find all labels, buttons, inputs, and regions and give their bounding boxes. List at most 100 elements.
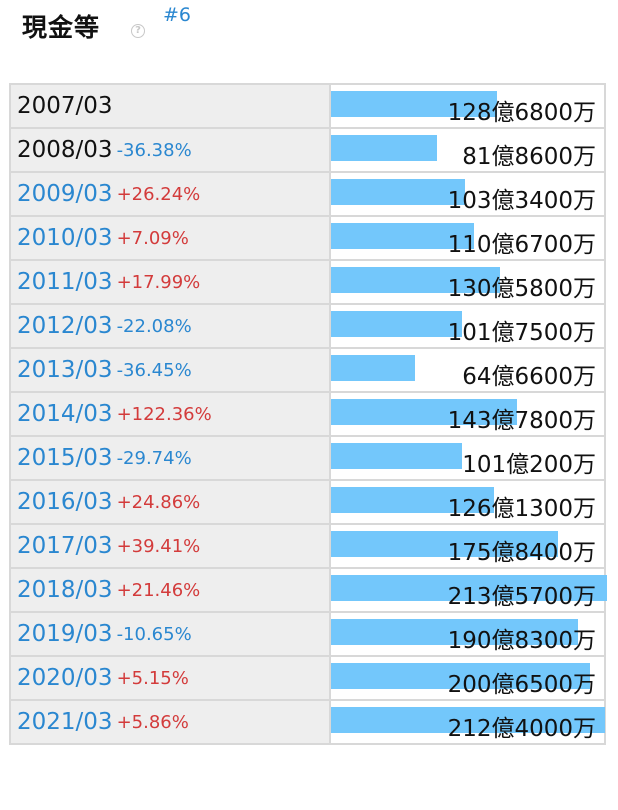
value-bar bbox=[331, 443, 462, 469]
amount-label: 213億5700万 bbox=[447, 584, 596, 610]
year-label: 2008/03 bbox=[17, 137, 113, 163]
change-percent: -36.45% bbox=[116, 359, 192, 381]
year-link[interactable]: 2010/03 bbox=[17, 225, 113, 251]
value-bar bbox=[331, 575, 607, 601]
year-cell: 2010/03 +7.09% bbox=[9, 215, 331, 261]
amount-label: 200億6500万 bbox=[447, 672, 596, 698]
year-cell: 2007/03 bbox=[9, 83, 331, 129]
year-cell: 2013/03 -36.45% bbox=[9, 347, 331, 393]
amount-label: 130億5800万 bbox=[447, 276, 596, 302]
table-row: 2020/03 +5.15% 200億6500万 bbox=[9, 655, 606, 701]
year-link[interactable]: 2019/03 bbox=[17, 621, 113, 647]
table-row: 2009/03 +26.24% 103億3400万 bbox=[9, 171, 606, 217]
year-cell: 2018/03 +21.46% bbox=[9, 567, 331, 613]
value-bar bbox=[331, 179, 465, 205]
table-row: 2007/03 128億6800万 bbox=[9, 83, 606, 129]
year-link[interactable]: 2018/03 bbox=[17, 577, 113, 603]
amount-label: 175億8400万 bbox=[447, 540, 596, 566]
value-cell: 128億6800万 bbox=[329, 83, 606, 129]
value-cell: 101億7500万 bbox=[329, 303, 606, 349]
amount-label: 128億6800万 bbox=[447, 100, 596, 126]
amount-label: 110億6700万 bbox=[447, 232, 596, 258]
rank-link[interactable]: #6 bbox=[163, 4, 192, 26]
table-body: 2007/03 128億6800万 2008/03 -36.38% 81億8600万 20… bbox=[9, 83, 607, 745]
value-cell: 200億6500万 bbox=[329, 655, 606, 701]
year-cell: 2015/03 -29.74% bbox=[9, 435, 331, 481]
change-percent: -22.08% bbox=[116, 315, 192, 337]
year-link[interactable]: 2017/03 bbox=[17, 533, 113, 559]
year-link[interactable]: 2016/03 bbox=[17, 489, 113, 515]
year-link[interactable]: 2021/03 bbox=[17, 709, 113, 735]
table-row: 2008/03 -36.38% 81億8600万 bbox=[9, 127, 606, 173]
table-row: 2014/03 +122.36% 143億7800万 bbox=[9, 391, 606, 437]
year-cell: 2021/03 +5.86% bbox=[9, 699, 331, 745]
year-link[interactable]: 2011/03 bbox=[17, 269, 113, 295]
year-cell: 2011/03 +17.99% bbox=[9, 259, 331, 305]
amount-label: 101億200万 bbox=[462, 452, 596, 478]
value-cell: 190億8300万 bbox=[329, 611, 606, 657]
change-percent: +5.15% bbox=[116, 667, 189, 689]
value-bar bbox=[331, 707, 605, 733]
value-cell: 103億3400万 bbox=[329, 171, 606, 217]
change-percent: +24.86% bbox=[116, 491, 201, 513]
question-circle-icon[interactable]: ? bbox=[131, 24, 145, 38]
change-percent: +122.36% bbox=[116, 403, 212, 425]
amount-label: 212億4000万 bbox=[447, 716, 596, 742]
year-cell: 2019/03 -10.65% bbox=[9, 611, 331, 657]
change-percent: +7.09% bbox=[116, 227, 189, 249]
change-percent: -10.65% bbox=[116, 623, 192, 645]
table-row: 2017/03 +39.41% 175億8400万 bbox=[9, 523, 606, 569]
value-bar bbox=[331, 487, 494, 513]
year-link[interactable]: 2013/03 bbox=[17, 357, 113, 383]
table-row: 2021/03 +5.86% 212億4000万 bbox=[9, 699, 606, 745]
value-cell: 213億5700万 bbox=[329, 567, 607, 613]
value-bar bbox=[331, 311, 462, 337]
amount-label: 143億7800万 bbox=[447, 408, 596, 434]
value-cell: 130億5800万 bbox=[329, 259, 606, 305]
amount-label: 190億8300万 bbox=[447, 628, 596, 654]
value-cell: 101億200万 bbox=[329, 435, 606, 481]
value-bar bbox=[331, 267, 500, 293]
table-row: 2019/03 -10.65% 190億8300万 bbox=[9, 611, 606, 657]
value-cell: 143億7800万 bbox=[329, 391, 606, 437]
change-percent: +17.99% bbox=[116, 271, 201, 293]
value-bar bbox=[331, 355, 415, 381]
value-bar bbox=[331, 135, 437, 161]
amount-label: 101億7500万 bbox=[447, 320, 596, 346]
year-link[interactable]: 2012/03 bbox=[17, 313, 113, 339]
table-row: 2018/03 +21.46% 213億5700万 bbox=[9, 567, 607, 613]
amount-label: 103億3400万 bbox=[447, 188, 596, 214]
year-cell: 2020/03 +5.15% bbox=[9, 655, 331, 701]
amount-label: 81億8600万 bbox=[462, 144, 596, 170]
value-bar bbox=[331, 619, 578, 645]
change-percent: +5.86% bbox=[116, 711, 189, 733]
year-cell: 2014/03 +122.36% bbox=[9, 391, 331, 437]
value-cell: 175億8400万 bbox=[329, 523, 606, 569]
year-link[interactable]: 2015/03 bbox=[17, 445, 113, 471]
table-row: 2016/03 +24.86% 126億1300万 bbox=[9, 479, 606, 525]
year-cell: 2012/03 -22.08% bbox=[9, 303, 331, 349]
year-cell: 2009/03 +26.24% bbox=[9, 171, 331, 217]
value-cell: 64億6600万 bbox=[329, 347, 606, 393]
section-title: 現金等 bbox=[22, 13, 101, 42]
value-bar bbox=[331, 663, 590, 689]
change-percent: +26.24% bbox=[116, 183, 201, 205]
year-cell: 2008/03 -36.38% bbox=[9, 127, 331, 173]
value-cell: 110億6700万 bbox=[329, 215, 606, 261]
table-row: 2011/03 +17.99% 130億5800万 bbox=[9, 259, 606, 305]
change-percent: +21.46% bbox=[116, 579, 201, 601]
table-row: 2015/03 -29.74% 101億200万 bbox=[9, 435, 606, 481]
year-cell: 2017/03 +39.41% bbox=[9, 523, 331, 569]
table-row: 2010/03 +7.09% 110億6700万 bbox=[9, 215, 606, 261]
value-bar bbox=[331, 223, 474, 249]
table-row: 2012/03 -22.08% 101億7500万 bbox=[9, 303, 606, 349]
change-percent: +39.41% bbox=[116, 535, 201, 557]
cash-table: 2007/03 128億6800万 2008/03 -36.38% 81億8600万 20… bbox=[9, 83, 607, 745]
year-cell: 2016/03 +24.86% bbox=[9, 479, 331, 525]
year-link[interactable]: 2014/03 bbox=[17, 401, 113, 427]
year-label: 2007/03 bbox=[17, 93, 113, 119]
year-link[interactable]: 2020/03 bbox=[17, 665, 113, 691]
value-cell: 81億8600万 bbox=[329, 127, 606, 173]
change-percent: -36.38% bbox=[116, 139, 192, 161]
year-link[interactable]: 2009/03 bbox=[17, 181, 113, 207]
